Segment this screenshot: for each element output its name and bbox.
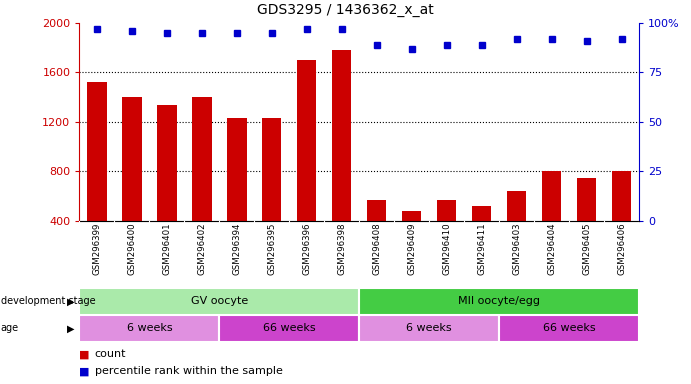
Text: percentile rank within the sample: percentile rank within the sample: [95, 366, 283, 376]
Text: GSM296399: GSM296399: [93, 223, 102, 275]
Text: ■: ■: [79, 366, 90, 376]
Bar: [263, 118, 281, 270]
Bar: [367, 200, 386, 270]
Bar: [499, 315, 639, 342]
Bar: [122, 97, 142, 270]
Bar: [220, 315, 359, 342]
Text: age: age: [1, 323, 19, 333]
Text: GSM296410: GSM296410: [442, 223, 451, 275]
Text: 6 weeks: 6 weeks: [406, 323, 452, 333]
Bar: [472, 206, 491, 270]
Text: ▶: ▶: [68, 323, 75, 333]
Text: count: count: [95, 349, 126, 359]
Bar: [227, 118, 247, 270]
Bar: [577, 177, 596, 270]
Text: 66 weeks: 66 weeks: [543, 323, 596, 333]
Bar: [79, 315, 220, 342]
Bar: [158, 104, 176, 270]
Text: ▶: ▶: [68, 296, 75, 306]
Text: GDS3295 / 1436362_x_at: GDS3295 / 1436362_x_at: [257, 3, 434, 17]
Text: GSM296403: GSM296403: [512, 223, 521, 275]
Bar: [87, 83, 106, 270]
Bar: [402, 211, 422, 270]
Text: GSM296404: GSM296404: [547, 223, 556, 275]
Text: GSM296395: GSM296395: [267, 223, 276, 275]
Bar: [79, 288, 359, 315]
Text: GSM296408: GSM296408: [372, 223, 381, 275]
Bar: [359, 288, 639, 315]
Text: GSM296396: GSM296396: [303, 223, 312, 275]
Text: GSM296409: GSM296409: [407, 223, 416, 275]
Text: 6 weeks: 6 weeks: [126, 323, 172, 333]
Bar: [507, 191, 527, 270]
Text: GSM296402: GSM296402: [198, 223, 207, 275]
Text: GV oocyte: GV oocyte: [191, 296, 248, 306]
Text: MII oocyte/egg: MII oocyte/egg: [458, 296, 540, 306]
Text: GSM296400: GSM296400: [127, 223, 136, 275]
Text: ■: ■: [79, 349, 90, 359]
Text: GSM296398: GSM296398: [337, 223, 346, 275]
Text: GSM296405: GSM296405: [583, 223, 591, 275]
Text: GSM296394: GSM296394: [232, 223, 241, 275]
Text: GSM296406: GSM296406: [617, 223, 626, 275]
Text: GSM296411: GSM296411: [477, 223, 486, 275]
Bar: [612, 171, 632, 270]
Text: GSM296401: GSM296401: [162, 223, 171, 275]
Bar: [359, 315, 499, 342]
Bar: [437, 200, 456, 270]
Text: 66 weeks: 66 weeks: [263, 323, 316, 333]
Bar: [332, 50, 352, 270]
Text: development stage: development stage: [1, 296, 95, 306]
Bar: [192, 97, 211, 270]
Bar: [297, 60, 316, 270]
Bar: [542, 171, 561, 270]
